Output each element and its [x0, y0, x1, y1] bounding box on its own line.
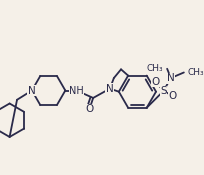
- Text: N: N: [106, 84, 114, 94]
- Text: CH₃: CH₃: [147, 64, 163, 73]
- Text: O: O: [169, 91, 177, 101]
- Text: S: S: [160, 86, 167, 96]
- Text: NH: NH: [69, 86, 84, 96]
- Text: CH₃: CH₃: [187, 68, 204, 77]
- Text: O: O: [85, 104, 94, 114]
- Text: N: N: [167, 73, 175, 83]
- Text: O: O: [152, 77, 160, 87]
- Text: N: N: [28, 86, 36, 96]
